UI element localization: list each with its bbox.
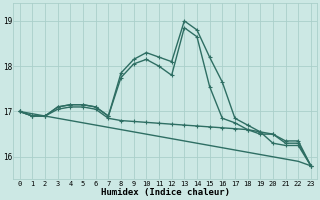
X-axis label: Humidex (Indice chaleur): Humidex (Indice chaleur) [101, 188, 230, 197]
